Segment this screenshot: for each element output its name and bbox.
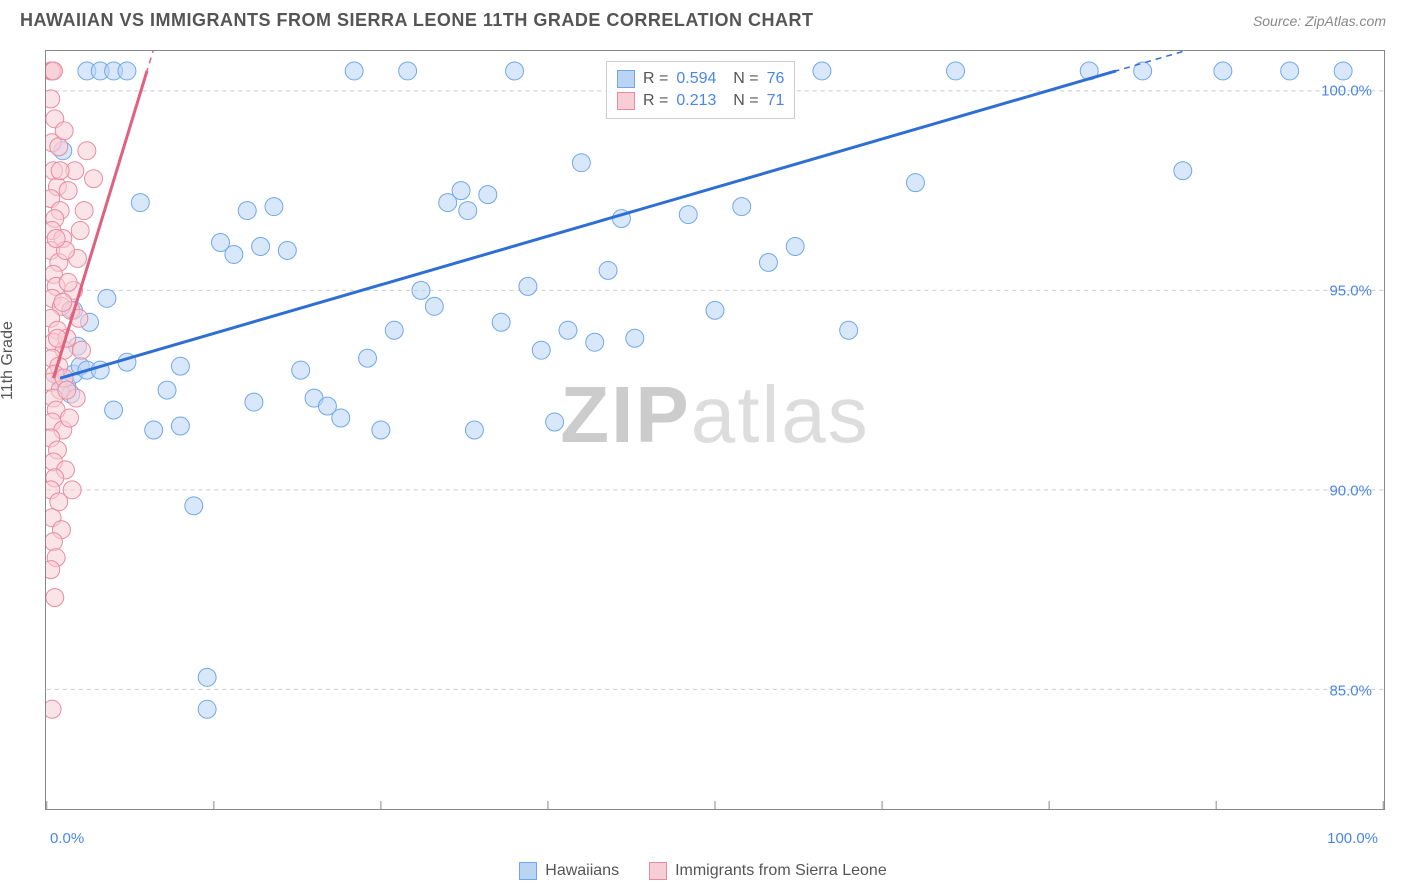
correlation-row: R = 0.594 N = 76	[617, 68, 784, 90]
y-tick-label: 95.0%	[1329, 283, 1372, 300]
correlation-legend: R = 0.594 N = 76 R = 0.213 N = 71	[606, 61, 795, 119]
y-tick-label: 85.0%	[1329, 683, 1372, 700]
scatter-plot-svg	[46, 51, 1384, 809]
y-axis-label: 11th Grade	[0, 321, 17, 400]
correlation-row: R = 0.213 N = 71	[617, 90, 784, 112]
chart-area: ZIPatlas R = 0.594 N = 76 R = 0.213 N = …	[45, 50, 1385, 810]
y-tick-label: 100.0%	[1321, 83, 1372, 100]
series-legend: Hawaiians Immigrants from Sierra Leone	[0, 862, 1406, 880]
legend-item: Immigrants from Sierra Leone	[649, 862, 887, 880]
source-label: Source: ZipAtlas.com	[1253, 13, 1386, 29]
x-axis-max-label: 100.0%	[1327, 830, 1378, 847]
chart-title: HAWAIIAN VS IMMIGRANTS FROM SIERRA LEONE…	[20, 10, 814, 31]
x-axis-min-label: 0.0%	[50, 830, 84, 847]
y-tick-label: 90.0%	[1329, 483, 1372, 500]
legend-item: Hawaiians	[519, 862, 619, 880]
